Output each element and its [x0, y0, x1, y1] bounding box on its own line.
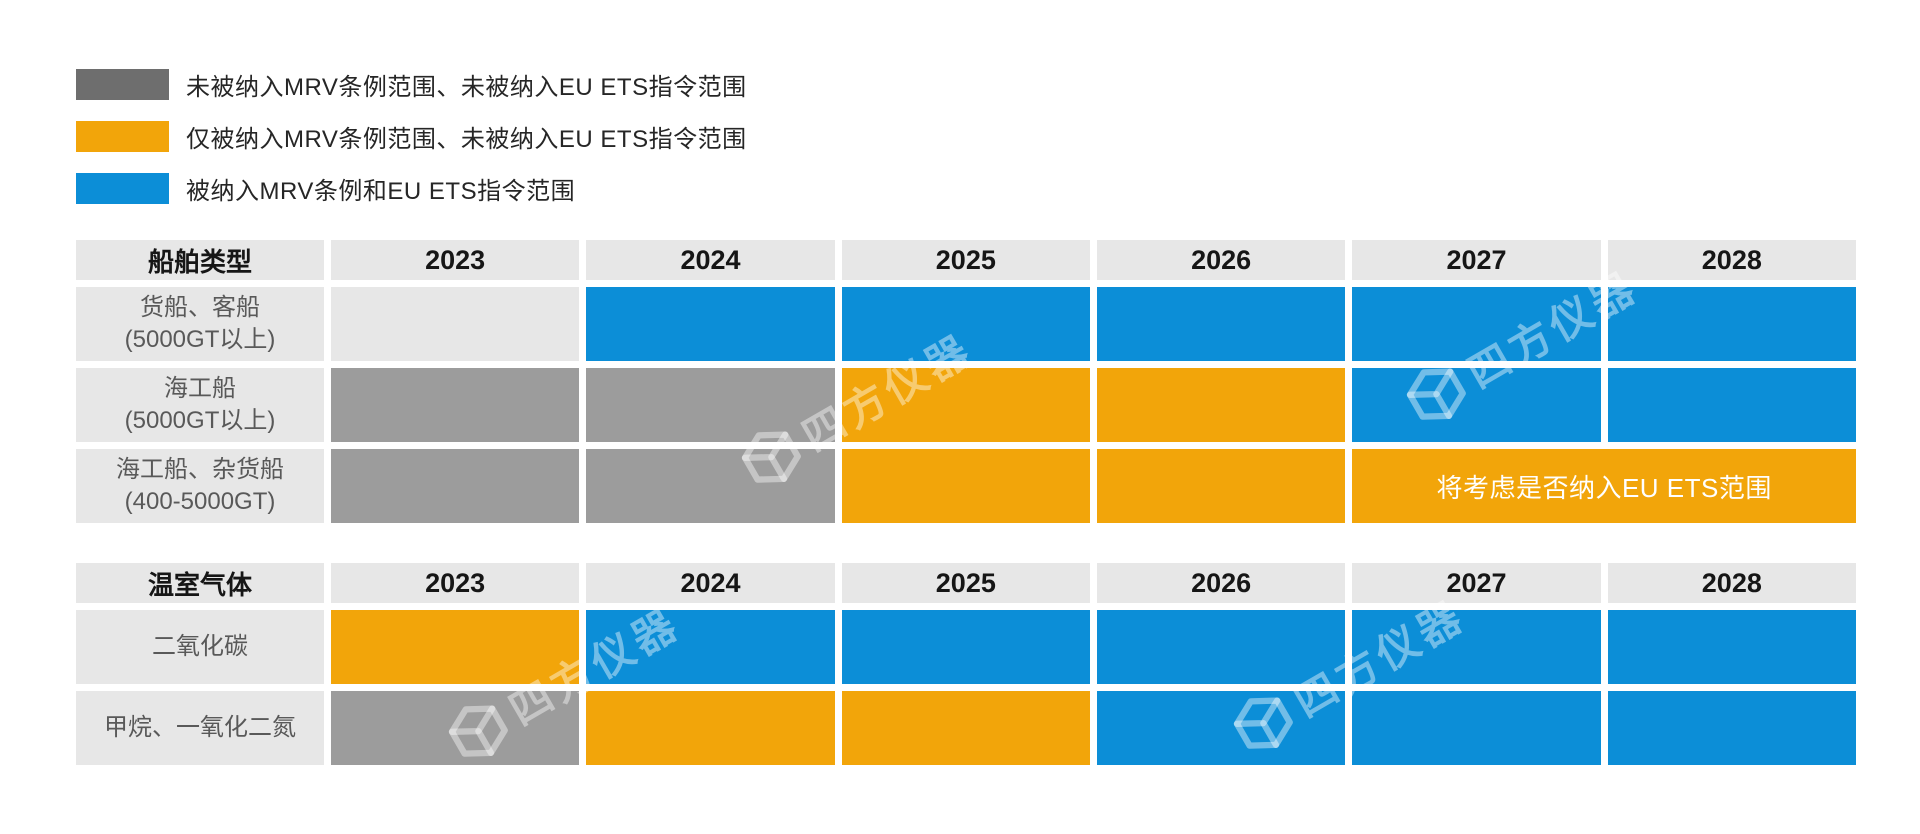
year-header-2024: 2024: [586, 563, 835, 603]
status-cell-mrv_only: [841, 691, 1090, 765]
status-cell-mrv_and_ets: [1352, 287, 1601, 361]
status-cell-mrv_and_ets: [1607, 287, 1856, 361]
row-label-cell: 海工船 (5000GT以上): [76, 368, 324, 442]
status-cell-mrv_and_ets: [1096, 287, 1346, 361]
status-cell-mrv_and_ets: [1607, 368, 1856, 442]
status-cell-mrv_and_ets: [841, 610, 1090, 684]
greenhouse-gas-table: 温室气体 2023 2024 2025 2026 2027 2028 二氧化碳 甲烷、一氧化二氮: [76, 563, 1856, 765]
status-cell-neither: [586, 368, 835, 442]
status-cell-mrv_only: [1096, 449, 1346, 523]
status-cell-neither: [331, 368, 580, 442]
legend-label: 被纳入MRV条例和EU ETS指令范围: [186, 178, 576, 205]
ship-type-table: 船舶类型 2023 2024 2025 2026 2027 2028 货船、客船 (5000G…: [76, 240, 1856, 523]
status-cell-neither: [331, 449, 580, 523]
year-header-2023: 2023: [331, 240, 580, 280]
row-label-cell: 货船、客船 (5000GT以上): [76, 287, 324, 361]
year-header-2028: 2028: [1607, 240, 1856, 280]
year-header-2025: 2025: [841, 563, 1090, 603]
status-cell-blank: [331, 287, 580, 361]
year-header-2027: 2027: [1352, 240, 1601, 280]
legend-swatch-mrv_only: [76, 121, 169, 152]
year-header-2026: 2026: [1096, 563, 1346, 603]
row-label-cell: 甲烷、一氧化二氮: [76, 691, 324, 765]
status-cell-neither: [331, 691, 580, 765]
status-cell-mrv_and_ets: [1352, 691, 1601, 765]
status-cell-mrv_and_ets: [586, 287, 835, 361]
year-header-2026: 2026: [1096, 240, 1346, 280]
table-title-cell: 船舶类型: [76, 240, 324, 280]
year-header-2028: 2028: [1607, 563, 1856, 603]
table-title-cell: 温室气体: [76, 563, 324, 603]
legend-swatch-neither: [76, 69, 169, 100]
row-label-cell: 二氧化碳: [76, 610, 324, 684]
status-cell-mrv_and_ets: [841, 287, 1090, 361]
status-cell-mrv_only: [1096, 368, 1346, 442]
legend-item-mrv_and_ets: 被纳入MRV条例和EU ETS指令范围: [76, 173, 747, 205]
status-cell-mrv_and_ets: [586, 610, 835, 684]
status-cell-mrv_and_ets: [1607, 610, 1856, 684]
year-header-2027: 2027: [1352, 563, 1601, 603]
year-header-2025: 2025: [841, 240, 1090, 280]
status-cell-mrv_and_ets: [1352, 368, 1601, 442]
legend-label: 仅被纳入MRV条例范围、未被纳入EU ETS指令范围: [186, 126, 747, 153]
status-cell-mrv_only: [331, 610, 580, 684]
status-cell-mrv_and_ets: [1607, 691, 1856, 765]
status-cell-mrv_and_ets: [1352, 610, 1601, 684]
status-cell-mrv_and_ets: [1096, 610, 1346, 684]
status-cell-mrv_only: [841, 368, 1090, 442]
year-header-2023: 2023: [331, 563, 580, 603]
legend-label: 未被纳入MRV条例范围、未被纳入EU ETS指令范围: [186, 74, 747, 101]
status-cell-mrv_and_ets: [1096, 691, 1346, 765]
merged-note-cell: 将考虑是否纳入EU ETS范围: [1352, 449, 1856, 523]
legend: 未被纳入MRV条例范围、未被纳入EU ETS指令范围 仅被纳入MRV条例范围、未被…: [76, 69, 747, 205]
year-header-2024: 2024: [586, 240, 835, 280]
legend-item-neither: 未被纳入MRV条例范围、未被纳入EU ETS指令范围: [76, 69, 747, 101]
legend-item-mrv_only: 仅被纳入MRV条例范围、未被纳入EU ETS指令范围: [76, 121, 747, 153]
row-label-cell: 海工船、杂货船 (400-5000GT): [76, 449, 324, 523]
merged-note-text: 将考虑是否纳入EU ETS范围: [1436, 472, 1772, 503]
legend-swatch-mrv_and_ets: [76, 173, 169, 204]
status-cell-neither: [586, 449, 835, 523]
status-cell-mrv_only: [586, 691, 835, 765]
status-cell-mrv_only: [841, 449, 1090, 523]
